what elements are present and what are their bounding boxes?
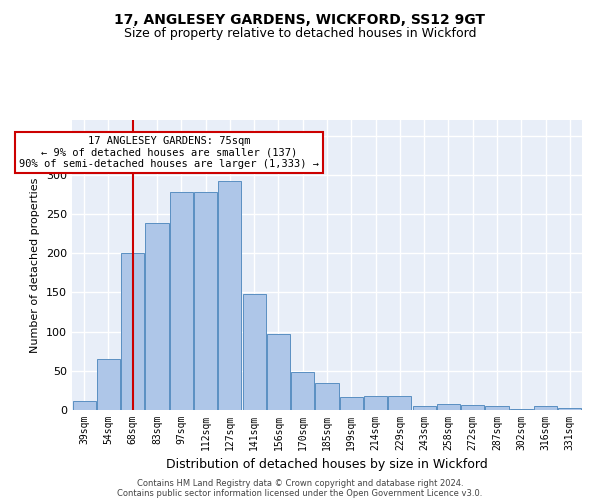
Bar	[121, 253, 144, 410]
Bar	[97, 359, 120, 410]
Bar	[194, 192, 217, 410]
Bar	[413, 406, 436, 410]
Bar	[145, 224, 169, 410]
Bar	[267, 334, 290, 410]
Bar	[218, 181, 241, 410]
Text: 17, ANGLESEY GARDENS, WICKFORD, SS12 9GT: 17, ANGLESEY GARDENS, WICKFORD, SS12 9GT	[115, 12, 485, 26]
Bar	[242, 294, 266, 410]
Text: 17 ANGLESEY GARDENS: 75sqm
← 9% of detached houses are smaller (137)
90% of semi: 17 ANGLESEY GARDENS: 75sqm ← 9% of detac…	[19, 136, 319, 169]
Y-axis label: Number of detached properties: Number of detached properties	[31, 178, 40, 352]
Bar	[559, 408, 581, 410]
Text: Contains public sector information licensed under the Open Government Licence v3: Contains public sector information licen…	[118, 488, 482, 498]
Bar	[388, 396, 412, 410]
Bar	[170, 192, 193, 410]
Text: Size of property relative to detached houses in Wickford: Size of property relative to detached ho…	[124, 28, 476, 40]
Text: Contains HM Land Registry data © Crown copyright and database right 2024.: Contains HM Land Registry data © Crown c…	[137, 478, 463, 488]
X-axis label: Distribution of detached houses by size in Wickford: Distribution of detached houses by size …	[166, 458, 488, 471]
Bar	[316, 382, 338, 410]
Bar	[510, 409, 533, 410]
Bar	[485, 406, 509, 410]
Bar	[534, 406, 557, 410]
Bar	[364, 396, 387, 410]
Bar	[291, 372, 314, 410]
Bar	[461, 404, 484, 410]
Bar	[73, 400, 95, 410]
Bar	[340, 396, 363, 410]
Bar	[437, 404, 460, 410]
